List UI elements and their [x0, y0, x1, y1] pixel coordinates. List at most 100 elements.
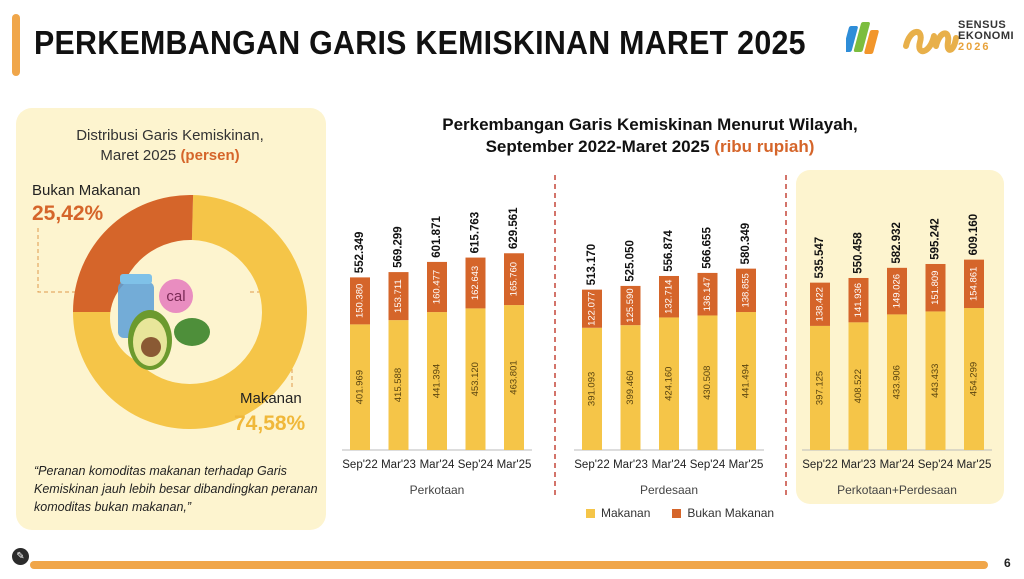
donut-segment-bukan-makanan [73, 195, 194, 312]
x-tick-label: Mar'23 [613, 459, 648, 471]
group-label: Perdesaan [640, 483, 698, 497]
x-tick-label: Mar'24 [420, 459, 455, 471]
bar-bukan-makanan [887, 267, 907, 315]
x-tick-label: Mar'24 [652, 459, 687, 471]
bar-makanan [465, 308, 486, 450]
bar-makanan [848, 322, 869, 450]
donut-title-line2: Maret 2025 [100, 147, 177, 164]
x-tick-label: Sep'22 [802, 459, 837, 471]
value-label-bukan-makanan: 160.477 [432, 270, 443, 304]
value-label-bukan-makanan: 132.714 [664, 280, 675, 314]
bukan-makanan-label: Bukan Makanan [32, 182, 141, 199]
pen-icon[interactable]: ✎ [12, 548, 29, 565]
cal-badge-text: cal [166, 288, 185, 305]
bar-makanan [964, 308, 984, 450]
value-label-bukan-makanan: 150.380 [355, 284, 366, 318]
logo-text: SENSUS EKONOMI 2026 [958, 20, 1014, 53]
logo-line1: SENSUS [958, 19, 1007, 31]
value-label-bukan-makanan: 125.590 [625, 288, 636, 322]
bar-makanan [925, 311, 946, 450]
value-label-total: 550.458 [853, 232, 865, 274]
bar-makanan [350, 324, 370, 450]
bar-bukan-makanan [736, 268, 756, 313]
legend-swatch-bukan-makanan [672, 508, 682, 518]
value-label-bukan-makanan: 154.861 [969, 267, 980, 301]
value-label-total: 552.349 [354, 232, 366, 274]
legend-swatch-makanan [586, 508, 595, 518]
value-label-total: 595.242 [930, 218, 942, 260]
value-label-makanan: 441.494 [741, 364, 752, 398]
makanan-label: Makanan [240, 390, 302, 407]
chart-title: Perkembangan Garis Kemiskinan Menurut Wi… [360, 114, 940, 158]
value-label-makanan: 454.299 [969, 362, 980, 396]
x-tick-label: Mar'25 [729, 459, 764, 471]
value-label-total: 601.871 [431, 216, 443, 258]
value-label-makanan: 443.433 [930, 364, 941, 398]
donut-title: Distribusi Garis Kemiskinan, Maret 2025 … [40, 126, 300, 166]
title-accent-bar [12, 14, 20, 76]
bps-emblem-icon [846, 22, 879, 54]
value-label-total: 535.547 [814, 237, 826, 279]
bar-bukan-makanan [388, 272, 409, 321]
group-label: Perkotaan [410, 483, 465, 497]
value-label-bukan-makanan: 149.026 [892, 274, 903, 308]
value-label-total: 566.655 [702, 227, 714, 269]
value-label-makanan: 415.588 [393, 368, 404, 402]
value-label-bukan-makanan: 141.936 [853, 283, 864, 317]
bar-bukan-makanan [848, 277, 869, 323]
chart-legend: Makanan Bukan Makanan [586, 506, 774, 520]
x-tick-label: Sep'24 [918, 459, 954, 471]
bar-bukan-makanan [465, 257, 486, 309]
x-tick-label: Sep'22 [574, 459, 609, 471]
donut-segment-makanan [73, 195, 307, 430]
value-label-total: 609.160 [968, 214, 980, 256]
value-label-bukan-makanan: 165.760 [509, 262, 520, 296]
value-label-bukan-makanan: 122.077 [587, 292, 598, 326]
value-label-makanan: 433.906 [892, 365, 903, 399]
value-label-makanan: 391.093 [587, 372, 598, 406]
value-label-makanan: 401.969 [355, 370, 366, 404]
value-label-total: 525.050 [625, 240, 637, 282]
bar-bukan-makanan [620, 285, 641, 326]
bar-bukan-makanan [810, 282, 830, 326]
value-label-total: 615.763 [470, 212, 482, 254]
quote-text: “Peranan komoditas makanan terhadap Gari… [34, 464, 318, 514]
bar-makanan [810, 325, 830, 450]
value-label-makanan: 441.394 [432, 364, 443, 398]
page-title: PERKEMBANGAN GARIS KEMISKINAN MARET 2025 [34, 24, 806, 61]
food-illustration-icon [110, 270, 210, 370]
value-label-total: 513.170 [586, 244, 598, 286]
group-label: Perkotaan+Perdesaan [837, 483, 957, 497]
donut-title-line1: Distribusi Garis Kemiskinan, [76, 127, 264, 144]
donut-chart: cal [37, 195, 307, 430]
value-label-bukan-makanan: 138.855 [741, 273, 752, 307]
value-label-bukan-makanan: 162.643 [470, 266, 481, 300]
bar-makanan [620, 325, 641, 450]
donut-title-unit: (persen) [180, 147, 240, 164]
bar-bukan-makanan [427, 261, 447, 313]
logo-line2: EKONOMI [958, 30, 1015, 42]
bar-bukan-makanan [697, 272, 718, 316]
x-tick-label: Sep'24 [458, 459, 494, 471]
bar-makanan [887, 314, 907, 450]
bar-makanan [736, 312, 756, 450]
value-label-total: 629.561 [508, 207, 520, 249]
value-label-makanan: 399.460 [625, 370, 636, 404]
bar-bukan-makanan [925, 263, 946, 312]
value-label-total: 556.874 [663, 230, 675, 272]
value-label-bukan-makanan: 138.422 [815, 287, 826, 321]
bps-logo-icon [846, 22, 959, 54]
value-label-bukan-makanan: 153.711 [393, 279, 404, 313]
value-label-total: 582.932 [891, 222, 903, 264]
bar-bukan-makanan [504, 253, 524, 306]
x-tick-label: Mar'24 [880, 459, 915, 471]
page-number: 6 [1004, 556, 1011, 570]
chart-title-line2: September 2022-Maret 2025 [485, 137, 710, 156]
x-tick-label: Sep'22 [342, 459, 377, 471]
bar-bukan-makanan [659, 275, 679, 318]
bar-bukan-makanan [964, 259, 984, 309]
bar-makanan [697, 315, 718, 450]
bar-makanan [388, 320, 409, 450]
se2026-logo-icon [903, 29, 959, 54]
